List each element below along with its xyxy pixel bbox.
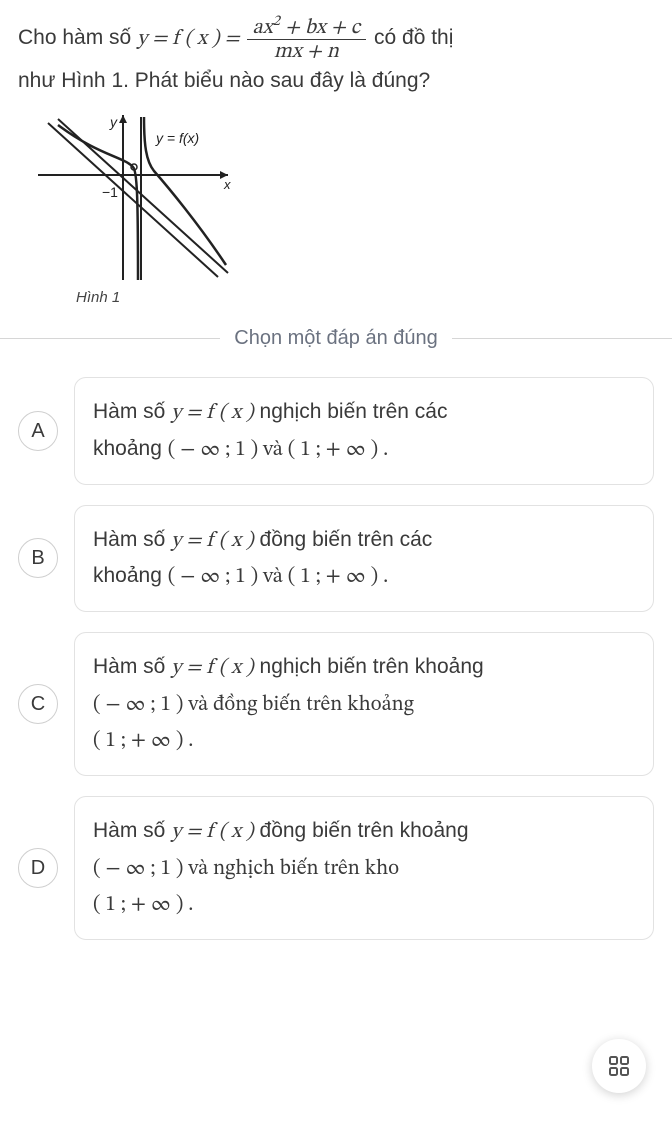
option-d-l2-math: ( − ∞ ; 1 ) và nghịch biến trên kho [93,858,399,879]
figure: y x y = f(x) −1 Hình 1 [28,105,654,310]
option-b-l2-pre: khoảng [93,564,168,587]
question-block: Cho hàm số y = f ( x ) = ax2 + bx + c mx… [0,0,672,309]
option-c-l1-pre: Hàm số [93,655,171,678]
option-a-letter[interactable]: A [18,411,58,451]
option-a-row: A Hàm số y = f ( x ) nghịch biến trên cá… [18,377,654,484]
option-d-l1-math: y = f ( x ) [171,821,254,842]
options-list: A Hàm số y = f ( x ) nghịch biến trên cá… [0,377,672,950]
option-a-l2-math: ( − ∞ ; 1 ) và ( 1 ; + ∞ ) . [168,439,389,460]
q-frac-den: mx + n [247,39,367,63]
divider-line-right [452,338,672,339]
option-c-line3: ( 1 ; + ∞ ) . [93,722,635,759]
option-d-line1: Hàm số y = f ( x ) đồng biến trên khoảng [93,813,635,850]
option-d-line3: ( 1 ; + ∞ ) . [93,886,635,923]
grid-icon [608,1055,630,1077]
option-c-l1-math: y = f ( x ) [171,657,254,678]
divider-line-left [0,338,220,339]
option-d-l3-math: ( 1 ; + ∞ ) . [93,894,193,915]
option-d-l1-pre: Hàm số [93,819,171,842]
option-d-l1-post: đồng biến trên khoảng [254,819,469,842]
figure-caption: Hình 1 [76,287,654,310]
option-a-line1: Hàm số y = f ( x ) nghịch biến trên các [93,394,635,431]
option-b-l2-math: ( − ∞ ; 1 ) và ( 1 ; + ∞ ) . [168,566,389,587]
option-a-l2-pre: khoảng [93,437,168,460]
option-b-line1: Hàm số y = f ( x ) đồng biến trên các [93,522,635,559]
q-fraction: ax2 + bx + c mx + n [247,14,367,63]
option-b-row: B Hàm số y = f ( x ) đồng biến trên các … [18,505,654,612]
option-c-line1: Hàm số y = f ( x ) nghịch biến trên khoả… [93,649,635,686]
grid-fab-button[interactable] [592,1039,646,1093]
option-b-l1-post: đồng biến trên các [254,528,433,551]
tick-minus1: −1 [102,184,118,200]
option-b-l1-pre: Hàm số [93,528,171,551]
option-c-l1-post: nghịch biến trên khoảng [254,655,484,678]
question-line-2: như Hình 1. Phát biểu nào sau đây là đún… [18,65,654,97]
option-b-card[interactable]: Hàm số y = f ( x ) đồng biến trên các kh… [74,505,654,612]
x-axis-label: x [223,177,231,192]
option-c-line2: ( − ∞ ; 1 ) và đồng biến trên khoảng [93,686,635,723]
option-c-l2-math: ( − ∞ ; 1 ) và đồng biến trên khoảng [93,694,414,715]
option-a-line2: khoảng ( − ∞ ; 1 ) và ( 1 ; + ∞ ) . [93,431,635,468]
option-c-card[interactable]: Hàm số y = f ( x ) nghịch biến trên khoả… [74,632,654,776]
option-b-letter[interactable]: B [18,538,58,578]
curve-label: y = f(x) [155,130,199,146]
option-a-l1-post: nghịch biến trên các [254,400,448,423]
option-d-letter[interactable]: D [18,848,58,888]
option-c-row: C Hàm số y = f ( x ) nghịch biến trên kh… [18,632,654,776]
option-a-card[interactable]: Hàm số y = f ( x ) nghịch biến trên các … [74,377,654,484]
q-line2: như Hình 1. Phát biểu nào sau đây là đún… [18,69,430,92]
divider-text: Chọn một đáp án đúng [220,323,452,353]
y-axis-label: y [109,114,118,130]
option-d-line2: ( − ∞ ; 1 ) và nghịch biến trên kho [93,850,635,887]
q-func-lhs: y = f ( x ) = [137,28,244,49]
option-b-line2: khoảng ( − ∞ ; 1 ) và ( 1 ; + ∞ ) . [93,558,635,595]
question-line-1: Cho hàm số y = f ( x ) = ax2 + bx + c mx… [18,14,654,63]
q-suffix1: có đồ thị [374,26,453,49]
option-d-row: D Hàm số y = f ( x ) đồng biến trên khoả… [18,796,654,940]
section-divider: Chọn một đáp án đúng [0,323,672,353]
q-frac-num: ax2 + bx + c [247,14,367,39]
option-a-l1-pre: Hàm số [93,400,171,423]
figure-svg: y x y = f(x) −1 [28,105,238,285]
option-c-l3-math: ( 1 ; + ∞ ) . [93,730,193,751]
option-a-l1-math: y = f ( x ) [171,402,254,423]
option-d-card[interactable]: Hàm số y = f ( x ) đồng biến trên khoảng… [74,796,654,940]
option-c-letter[interactable]: C [18,684,58,724]
q-prefix: Cho hàm số [18,26,137,49]
option-b-l1-math: y = f ( x ) [171,530,254,551]
